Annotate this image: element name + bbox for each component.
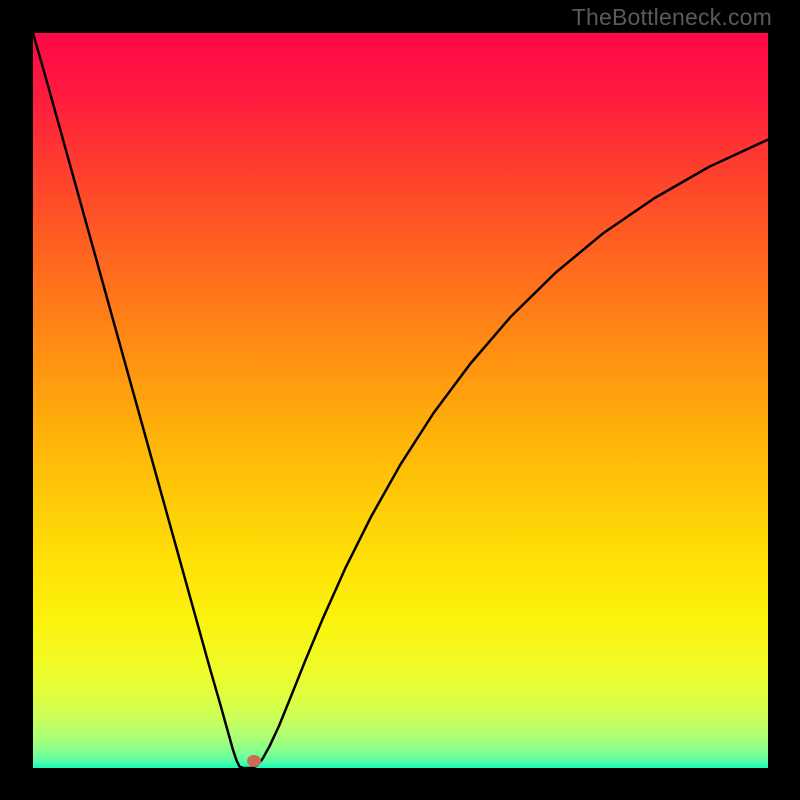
bottleneck-marker xyxy=(247,755,261,767)
watermark-text: TheBottleneck.com xyxy=(572,4,772,31)
chart-stage: TheBottleneck.com xyxy=(0,0,800,800)
plot-area xyxy=(33,33,768,768)
bottleneck-curve xyxy=(33,33,768,768)
